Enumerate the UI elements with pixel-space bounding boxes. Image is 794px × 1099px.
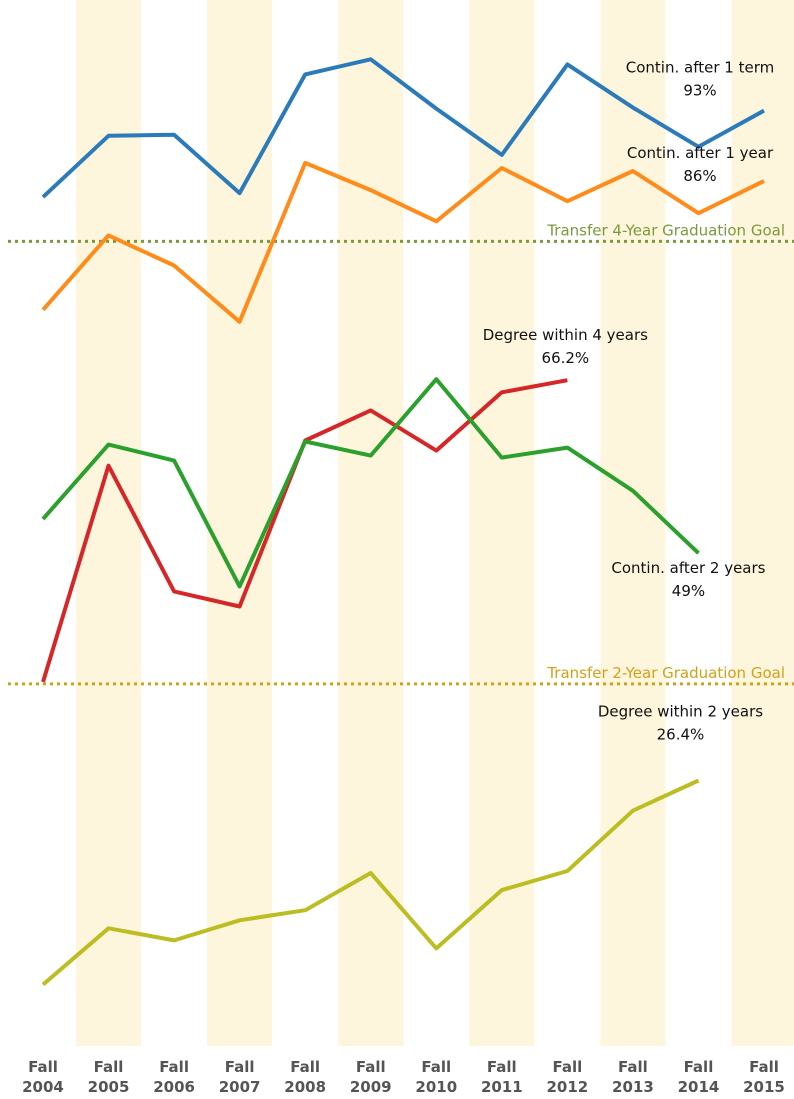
x-tick-label: Fall 2005 — [88, 1058, 130, 1096]
stripe — [76, 0, 142, 1046]
goal-label: Transfer 4-Year Graduation Goal — [546, 221, 785, 239]
series-line — [41, 778, 700, 987]
stripe — [338, 0, 404, 1046]
stripe — [207, 0, 273, 1046]
series-line — [41, 160, 765, 324]
x-tick-label: Fall 2009 — [350, 1058, 392, 1096]
series-label: Degree within 2 years — [598, 702, 763, 720]
value-label: 66.2% — [542, 349, 590, 367]
value-label: 93% — [683, 82, 716, 100]
x-tick-label: Fall 2014 — [678, 1058, 720, 1096]
value-label: 49% — [672, 582, 705, 600]
stripe — [731, 0, 794, 1046]
x-tick-label: Fall 2013 — [612, 1058, 654, 1096]
x-tick-label: Fall 2004 — [22, 1058, 64, 1096]
series-label: Contin. after 1 term — [626, 59, 774, 77]
stripe — [469, 0, 535, 1046]
goal-label: Transfer 2-Year Graduation Goal — [546, 664, 785, 682]
x-tick-label: Fall 2012 — [546, 1058, 588, 1096]
value-label: 86% — [683, 167, 716, 185]
value-label: 26.4% — [657, 725, 705, 743]
series-line — [41, 57, 765, 199]
series-label: Degree within 4 years — [483, 326, 648, 344]
series-label: Contin. after 1 year — [627, 144, 774, 162]
series-label: Contin. after 2 years — [611, 559, 765, 577]
stripe — [600, 0, 666, 1046]
series-line — [41, 377, 700, 589]
x-tick-label: Fall 2011 — [481, 1058, 523, 1096]
x-tick-label: Fall 2006 — [153, 1058, 195, 1096]
x-tick-label: Fall 2008 — [284, 1058, 326, 1096]
x-tick-label: Fall 2015 — [743, 1058, 785, 1096]
x-tick-label: Fall 2010 — [415, 1058, 457, 1096]
x-tick-label: Fall 2007 — [219, 1058, 261, 1096]
